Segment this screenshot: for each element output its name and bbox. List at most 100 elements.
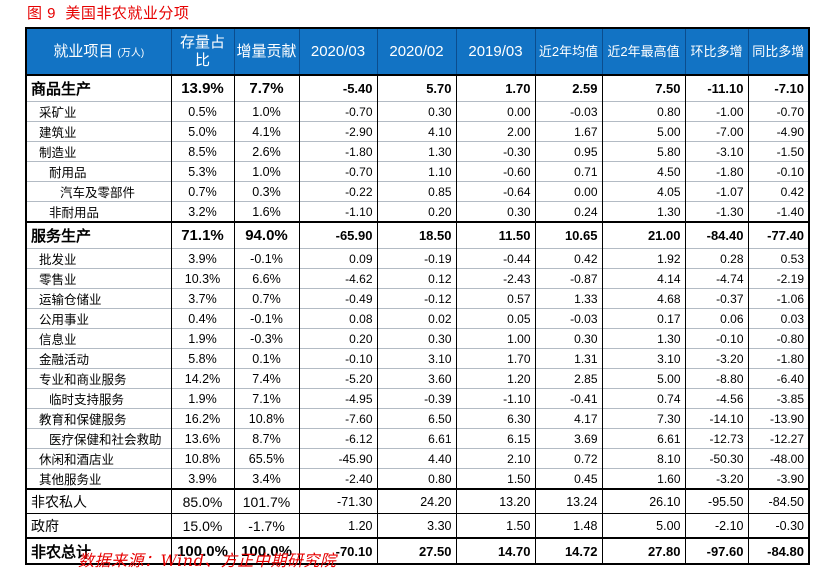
value-cell: -0.03 [534,308,602,329]
value-cell: 16.2% [170,408,234,429]
table-row: 耐用品 5.3% 1.0% -0.70 1.10 -0.60 0.71 4.50 -1.80 -0… [25,161,809,182]
value-cell: 7.7% [233,74,299,102]
value-cell: 1.9% [170,328,234,349]
value-cell: 0.00 [455,101,535,122]
value-cell: -0.10 [298,348,377,369]
value-cell: 0.45 [534,468,602,489]
value-cell: 21.00 [601,221,685,249]
value-cell: 1.67 [534,121,602,142]
value-cell: -2.40 [298,468,377,489]
value-cell: 2.6% [233,141,299,162]
value-cell: 18.50 [376,221,456,249]
value-cell: 1.6% [233,201,299,222]
value-cell: -14.10 [684,408,748,429]
value-cell: 10.8% [170,448,234,469]
figure-title: 图 9 美国非农就业分项 [27,5,190,22]
value-cell: 0.02 [376,308,456,329]
value-cell: -4.95 [298,388,377,409]
value-cell: -0.41 [534,388,602,409]
value-cell: 1.30 [601,201,685,222]
row-label-cell: 休闲和酒店业 [25,448,171,469]
value-cell: 0.4% [170,308,234,329]
value-cell: 4.50 [601,161,685,182]
value-cell: -8.80 [684,368,748,389]
value-cell: -0.37 [684,288,748,309]
value-cell: 0.08 [298,308,377,329]
column-header: 同比多增 [747,28,809,76]
value-cell: 0.20 [298,328,377,349]
value-cell: 0.80 [376,468,456,489]
value-cell: -6.12 [298,428,377,449]
value-cell: 5.80 [601,141,685,162]
value-cell: -0.70 [747,101,809,122]
value-cell: -1.80 [747,348,809,369]
column-header-label: 增量贡献 [236,42,297,60]
row-label-cell: 采矿业 [25,101,171,122]
value-cell: 0.7% [233,288,299,309]
row-label-cell: 信息业 [25,328,171,349]
value-cell: 4.1% [233,121,299,142]
value-cell: -0.70 [298,101,377,122]
value-cell: 6.15 [455,428,535,449]
value-cell: 0.1% [233,348,299,369]
value-cell: -77.40 [747,221,809,249]
value-cell: 0.5% [170,101,234,122]
value-cell: 5.3% [170,161,234,182]
table-row: 医疗保健和社会救助 13.6% 8.7% -6.12 6.61 6.15 3.69 6.61-… [25,428,809,449]
table-header-row: 就业项目 (万人) 存量占比 增量贡献 2020/03 2020/02 2019/03 近2… [26,28,809,76]
value-cell: -0.80 [747,328,809,349]
column-header: 2019/03 [455,28,535,76]
value-cell: 3.69 [534,428,602,449]
value-cell: -84.80 [747,537,809,564]
value-cell: -11.10 [684,74,748,102]
value-cell: 0.30 [455,201,535,222]
row-label-cell: 政府 [25,513,171,538]
column-header: 环比多增 [684,28,748,76]
value-cell: -12.73 [684,428,748,449]
value-cell: 0.74 [601,388,685,409]
value-cell: 13.6% [170,428,234,449]
value-cell: -1.00 [684,101,748,122]
value-cell: -1.7% [233,513,299,538]
row-label-cell: 制造业 [25,141,171,162]
value-cell: -1.10 [298,201,377,222]
column-header-label: 2020/02 [389,42,444,60]
value-cell: -12.27 [747,428,809,449]
table-row: 非农总计 100.0% 100.0% -70.10 27.50 14.70 14.72 27.… [25,537,809,564]
value-cell: 1.33 [534,288,602,309]
value-cell: 4.05 [601,181,685,202]
value-cell: -1.06 [747,288,809,309]
value-cell: -48.00 [747,448,809,469]
value-cell: -1.80 [298,141,377,162]
value-cell: 14.2% [170,368,234,389]
data-source-note: 数据来源：Wind、方正中期研究院 [78,551,337,570]
value-cell: 4.68 [601,288,685,309]
value-cell: 7.50 [601,74,685,102]
table-row: 汽车及零部件 0.7% 0.3% -0.22 0.85 -0.64 0.00 4.05 -1.0… [25,181,809,202]
value-cell: 71.1% [170,221,234,249]
value-cell: -4.56 [684,388,748,409]
table-row: 服务生产 71.1% 94.0% -65.90 18.50 11.50 10.65 21.00… [25,221,809,249]
table-row: 批发业 3.9% -0.1% 0.09 -0.19 -0.44 0.42 1.92 0.28 0.… [25,248,809,269]
table-row: 建筑业 5.0% 4.1% -2.90 4.10 2.00 1.67 5.00 -7.00 -4.… [25,121,809,142]
row-label-cell: 商品生产 [25,74,171,102]
value-cell: 0.71 [534,161,602,182]
value-cell: 14.72 [534,537,602,564]
value-cell: 0.24 [534,201,602,222]
value-cell: -84.40 [684,221,748,249]
value-cell: -1.40 [747,201,809,222]
payrolls-table: 就业项目 (万人) 存量占比 增量贡献 2020/03 2020/02 2019/03 近2… [25,27,810,565]
row-label-cell: 运输仓储业 [25,288,171,309]
value-cell: -13.90 [747,408,809,429]
value-cell: 24.20 [376,488,456,514]
value-cell: -4.74 [684,268,748,289]
value-cell: -0.3% [233,328,299,349]
value-cell: -4.90 [747,121,809,142]
table-row: 其他服务业 3.9% 3.4% -2.40 0.80 1.50 0.45 1.60 -3.20-… [25,468,809,489]
value-cell: 0.53 [747,248,809,269]
row-label-cell: 批发业 [25,248,171,269]
value-cell: -5.40 [298,74,377,102]
value-cell: -71.30 [298,488,377,514]
value-cell: 2.00 [455,121,535,142]
value-cell: 0.80 [601,101,685,122]
